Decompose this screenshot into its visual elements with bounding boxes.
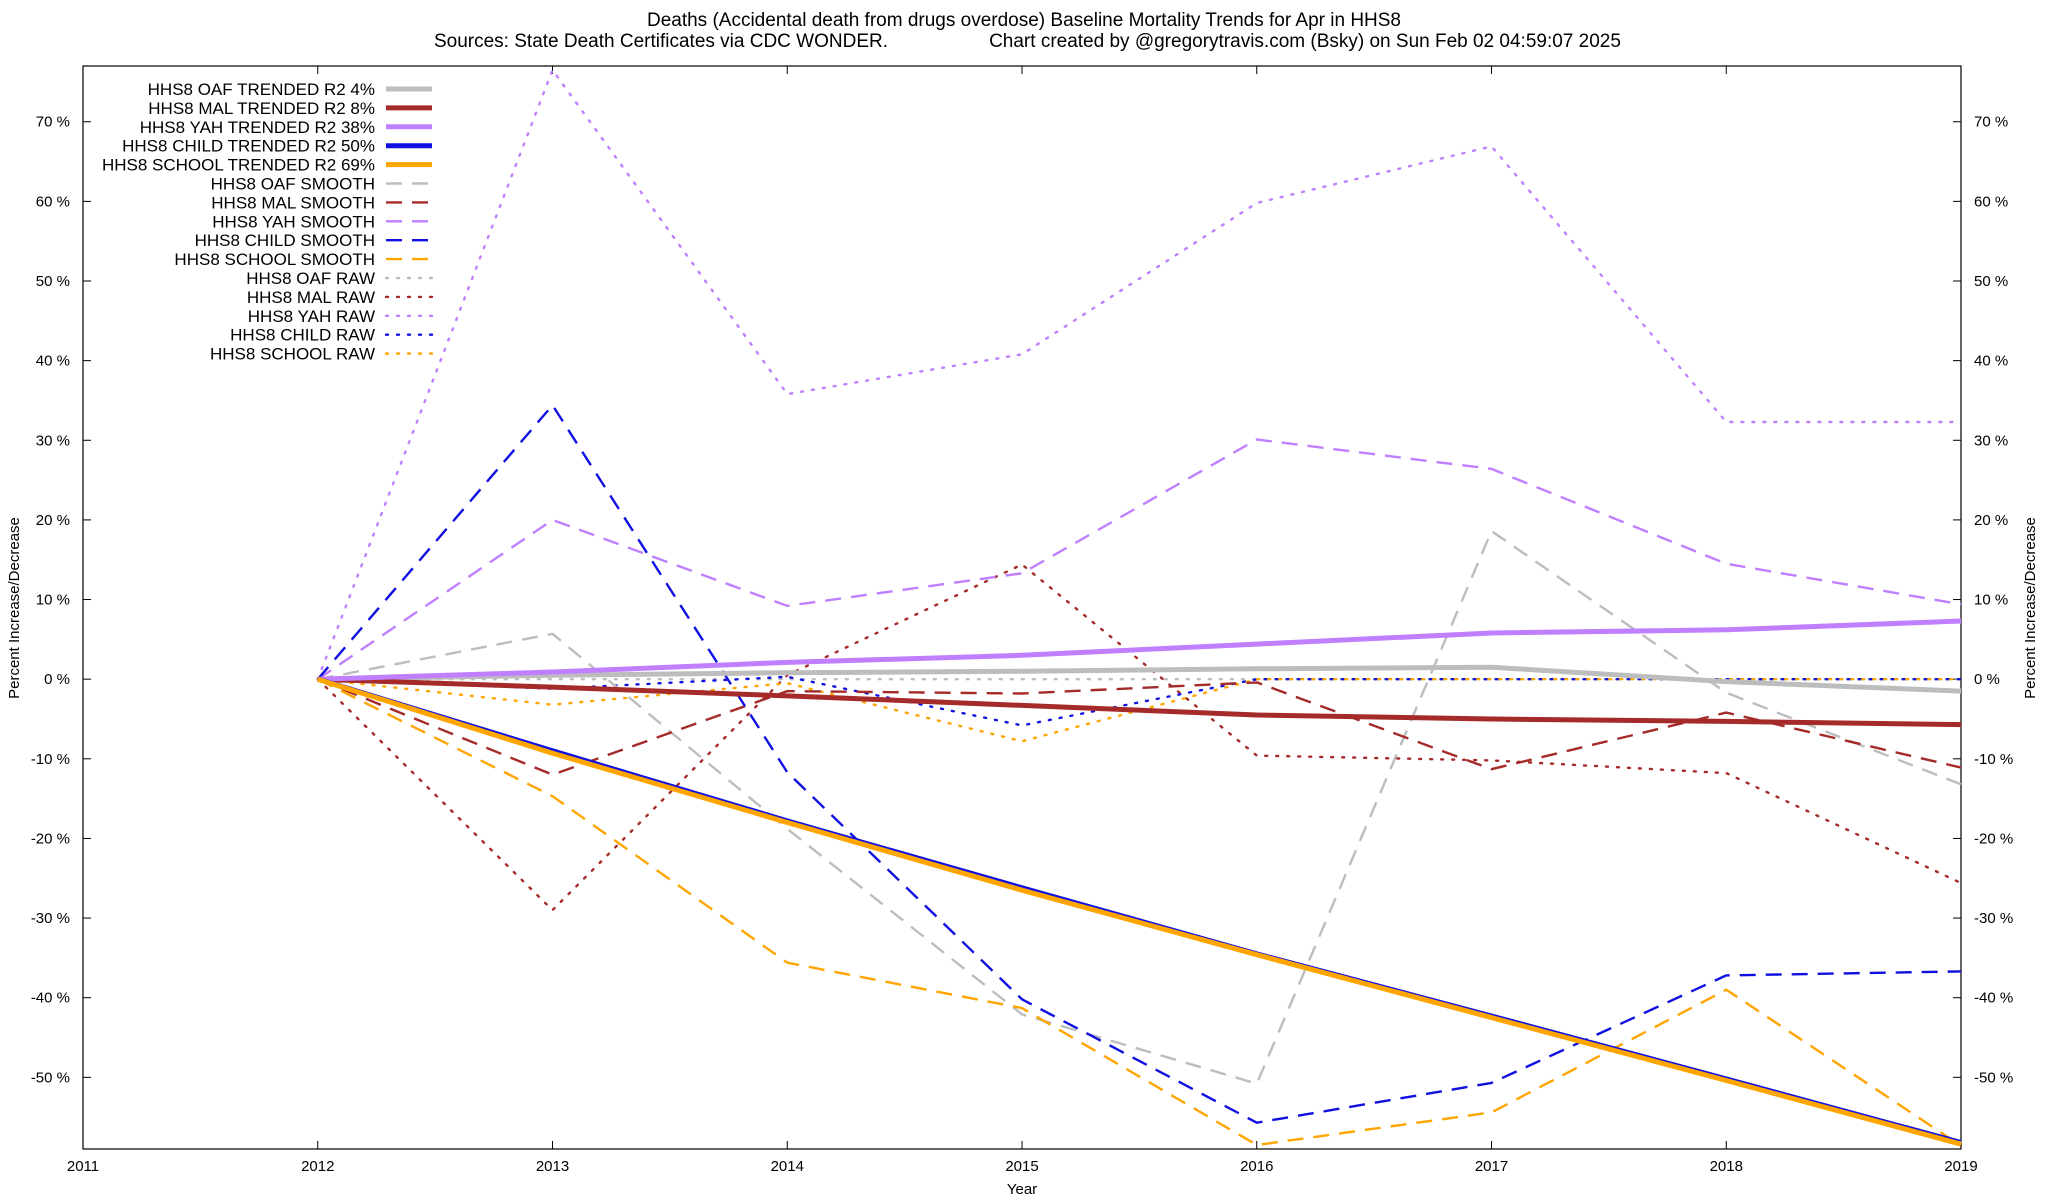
legend-label-hhs8-oaf-smooth: HHS8 OAF SMOOTH xyxy=(211,175,375,194)
y-tick-label-right: 10 % xyxy=(1974,592,2008,609)
chart-legend: HHS8 OAF TRENDED R2 4%HHS8 MAL TRENDED R… xyxy=(102,80,434,364)
x-tick-label: 2019 xyxy=(1944,1158,1977,1175)
y-tick-label-left: -40 % xyxy=(31,990,70,1007)
series-line-hhs8-child-smooth xyxy=(316,404,1962,1124)
legend-label-hhs8-school-trended-r2: HHS8 SCHOOL TRENDED R2 69% xyxy=(102,156,375,175)
y-tick-label-right: -40 % xyxy=(1974,990,2013,1007)
y-tick-label-right: 40 % xyxy=(1974,353,2008,370)
series-layer xyxy=(316,68,1963,1147)
x-tick-label: 2016 xyxy=(1240,1158,1273,1175)
y-tick-label-right: 50 % xyxy=(1974,273,2008,290)
y-tick-label-left: -30 % xyxy=(31,910,70,927)
legend-label-hhs8-school-raw: HHS8 SCHOOL RAW xyxy=(210,345,375,364)
chart-subtitle-sources: Sources: State Death Certificates via CD… xyxy=(434,31,888,52)
chart-title: Deaths (Accidental death from drugs over… xyxy=(647,10,1401,31)
legend-label-hhs8-mal-smooth: HHS8 MAL SMOOTH xyxy=(211,193,375,212)
y-tick-label-left: 50 % xyxy=(36,273,70,290)
y-axis-label-right: Percent Increase/Decrease xyxy=(2022,517,2039,699)
y-tick-label-right: 60 % xyxy=(1974,193,2008,210)
series-line-hhs8-oaf-smooth xyxy=(317,529,1962,1085)
x-tick-label: 2013 xyxy=(536,1158,569,1175)
y-tick-label-left: -50 % xyxy=(31,1069,70,1086)
legend-label-hhs8-oaf-raw: HHS8 OAF RAW xyxy=(246,269,375,288)
series-line-hhs8-yah-raw xyxy=(316,68,1963,681)
series-line-hhs8-school-smooth xyxy=(317,678,1962,1147)
series-line-hhs8-child-trended-r2 xyxy=(317,676,1962,1146)
x-axis-label: Year xyxy=(1007,1181,1037,1198)
legend-label-hhs8-yah-raw: HHS8 YAH RAW xyxy=(248,307,375,326)
series-line-hhs8-school-trended-r2 xyxy=(317,676,1962,1147)
y-tick-label-right: 70 % xyxy=(1974,114,2008,131)
series-line-hhs8-mal-raw xyxy=(316,563,1963,912)
series-line-hhs8-yah-smooth xyxy=(317,438,1962,681)
y-tick-label-left: 70 % xyxy=(36,114,70,131)
x-tick-label: 2012 xyxy=(301,1158,334,1175)
series-line-hhs8-oaf-trended-r2 xyxy=(317,664,1962,694)
y-tick-label-left: -10 % xyxy=(31,751,70,768)
y-tick-label-right: -10 % xyxy=(1974,751,2013,768)
legend-label-hhs8-mal-trended-r2: HHS8 MAL TRENDED R2 8% xyxy=(148,99,375,118)
x-tick-label: 2018 xyxy=(1710,1158,1743,1175)
y-tick-label-left: 10 % xyxy=(36,592,70,609)
x-tick-label: 2015 xyxy=(1005,1158,1038,1175)
legend-label-hhs8-mal-raw: HHS8 MAL RAW xyxy=(247,288,375,307)
y-tick-label-right: 20 % xyxy=(1974,512,2008,529)
x-tick-label: 2017 xyxy=(1475,1158,1508,1175)
y-tick-label-left: -20 % xyxy=(31,830,70,847)
y-tick-label-left: 0 % xyxy=(44,671,70,688)
y-tick-label-left: 40 % xyxy=(36,353,70,370)
series-line-hhs8-mal-trended-r2 xyxy=(317,676,1962,728)
legend-label-hhs8-child-smooth: HHS8 CHILD SMOOTH xyxy=(195,231,375,250)
y-tick-label-left: 60 % xyxy=(36,193,70,210)
legend-label-hhs8-child-raw: HHS8 CHILD RAW xyxy=(230,326,375,345)
y-tick-label-right: -50 % xyxy=(1974,1069,2013,1086)
series-line-hhs8-mal-smooth xyxy=(317,678,1962,776)
axis-ticks: 2011 2012 2013 2014 2015 2016 2017 2018 2019 70 %… xyxy=(31,66,2013,1175)
y-tick-label-left: 30 % xyxy=(36,432,70,449)
y-tick-label-right: -20 % xyxy=(1974,830,2013,847)
legend-label-hhs8-yah-smooth: HHS8 YAH SMOOTH xyxy=(212,212,375,231)
chart-subtitle-credit: Chart created by @gregorytravis.com (Bsk… xyxy=(989,31,1621,52)
x-tick-label: 2014 xyxy=(771,1158,804,1175)
y-tick-label-right: -30 % xyxy=(1974,910,2013,927)
legend-label-hhs8-school-smooth: HHS8 SCHOOL SMOOTH xyxy=(174,250,375,269)
y-tick-label-right: 0 % xyxy=(1974,671,2000,688)
y-tick-label-left: 20 % xyxy=(36,512,70,529)
x-tick-label: 2011 xyxy=(67,1158,99,1175)
legend-label-hhs8-yah-trended-r2: HHS8 YAH TRENDED R2 38% xyxy=(140,118,375,137)
y-axis-label-left: Percent Increase/Decrease xyxy=(6,517,23,699)
y-tick-label-right: 30 % xyxy=(1974,432,2008,449)
legend-label-hhs8-oaf-trended-r2: HHS8 OAF TRENDED R2 4% xyxy=(148,80,375,99)
series-line-hhs8-yah-trended-r2 xyxy=(317,618,1962,682)
legend-label-hhs8-child-trended-r2: HHS8 CHILD TRENDED R2 50% xyxy=(122,137,375,156)
